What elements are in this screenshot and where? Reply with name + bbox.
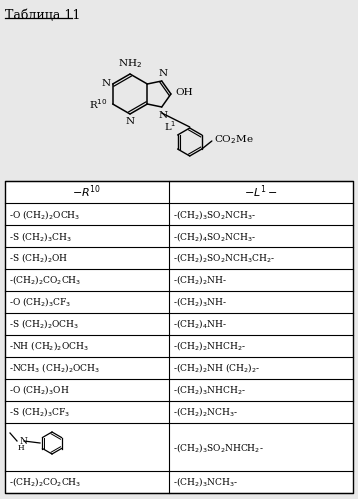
Text: -S (CH$_2$)$_3$CH$_3$: -S (CH$_2$)$_3$CH$_3$ — [9, 230, 72, 243]
Text: -O (CH$_2$)$_3$OH: -O (CH$_2$)$_3$OH — [9, 384, 69, 397]
Text: $-L^{1}-$: $-L^{1}-$ — [244, 184, 278, 200]
Text: -(CH$_2$)$_2$NHCH$_2$-: -(CH$_2$)$_2$NHCH$_2$- — [173, 339, 246, 352]
Text: N: N — [19, 437, 27, 446]
Text: N: N — [158, 69, 167, 78]
Bar — [5, 181, 353, 493]
Text: -(CH$_2$)$_3$NHCH$_2$-: -(CH$_2$)$_3$NHCH$_2$- — [173, 384, 246, 397]
Text: -(CH$_2$)$_2$CO$_2$CH$_3$: -(CH$_2$)$_2$CO$_2$CH$_3$ — [9, 476, 81, 489]
Text: L$^1$: L$^1$ — [164, 119, 176, 133]
Text: CO$_2$Me: CO$_2$Me — [214, 134, 253, 146]
Text: -(CH$_2$)$_3$NH-: -(CH$_2$)$_3$NH- — [173, 295, 226, 308]
Text: -(CH$_2$)$_3$SO$_2$NHCH$_2$-: -(CH$_2$)$_3$SO$_2$NHCH$_2$- — [173, 441, 263, 454]
Text: -(CH$_2$)$_2$CO$_2$CH$_3$: -(CH$_2$)$_2$CO$_2$CH$_3$ — [9, 273, 81, 286]
Text: R$^{10}$: R$^{10}$ — [89, 97, 108, 111]
Text: -NCH$_3$ (CH$_2$)$_2$OCH$_3$: -NCH$_3$ (CH$_2$)$_2$OCH$_3$ — [9, 361, 100, 375]
Text: -S (CH$_2$)$_3$CF$_3$: -S (CH$_2$)$_3$CF$_3$ — [9, 406, 70, 419]
Text: -(CH$_2$)$_3$NCH$_3$-: -(CH$_2$)$_3$NCH$_3$- — [173, 476, 238, 489]
Text: -O (CH$_2$)$_3$CF$_3$: -O (CH$_2$)$_3$CF$_3$ — [9, 295, 72, 308]
Text: -(CH$_2$)$_3$SO$_2$NCH$_3$-: -(CH$_2$)$_3$SO$_2$NCH$_3$- — [173, 208, 256, 221]
Text: -(CH$_2$)$_2$SO$_2$NCH$_3$CH$_2$-: -(CH$_2$)$_2$SO$_2$NCH$_3$CH$_2$- — [173, 251, 275, 264]
Text: OH: OH — [175, 87, 193, 96]
Text: $-R^{10}$: $-R^{10}$ — [72, 184, 101, 200]
Text: -S (CH$_2$)$_2$OH: -S (CH$_2$)$_2$OH — [9, 251, 68, 264]
Text: -(CH$_2$)$_2$NH (CH$_2$)$_2$-: -(CH$_2$)$_2$NH (CH$_2$)$_2$- — [173, 361, 260, 375]
Text: N: N — [125, 117, 135, 126]
Text: -NH (CH$_2$)$_2$OCH$_3$: -NH (CH$_2$)$_2$OCH$_3$ — [9, 339, 89, 352]
Text: NH$_2$: NH$_2$ — [118, 57, 142, 70]
Text: N: N — [158, 111, 167, 120]
Text: -(CH$_2$)$_4$NH-: -(CH$_2$)$_4$NH- — [173, 317, 226, 330]
Text: N: N — [102, 78, 111, 87]
Text: -S (CH$_2$)$_2$OCH$_3$: -S (CH$_2$)$_2$OCH$_3$ — [9, 317, 79, 330]
Text: Таблица 11: Таблица 11 — [5, 9, 81, 22]
Text: -O (CH$_2$)$_2$OCH$_3$: -O (CH$_2$)$_2$OCH$_3$ — [9, 208, 81, 221]
Text: -(CH$_2$)$_2$NH-: -(CH$_2$)$_2$NH- — [173, 273, 226, 286]
Text: -(CH$_2$)$_4$SO$_2$NCH$_3$-: -(CH$_2$)$_4$SO$_2$NCH$_3$- — [173, 230, 256, 243]
Text: H: H — [18, 444, 25, 452]
Text: -(CH$_2$)$_2$NCH$_3$-: -(CH$_2$)$_2$NCH$_3$- — [173, 406, 238, 419]
